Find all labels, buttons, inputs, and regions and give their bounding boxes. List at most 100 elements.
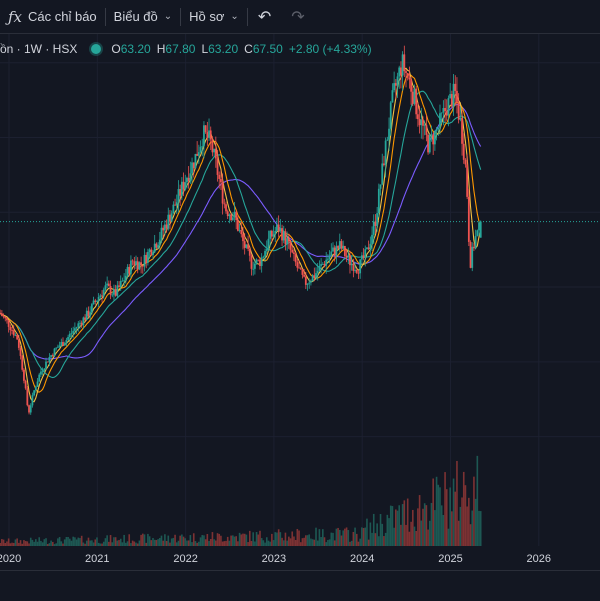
candle-body — [350, 263, 353, 266]
bottom-panel — [0, 570, 600, 601]
volume-bar — [153, 539, 156, 546]
volume-bar — [68, 538, 71, 546]
price-chart[interactable] — [0, 34, 600, 548]
candle-body — [464, 159, 467, 165]
volume-bar — [97, 542, 100, 546]
candle-body — [211, 139, 214, 153]
volume-bar — [313, 539, 316, 546]
volume-bar — [430, 502, 433, 546]
volume-bar — [366, 518, 368, 546]
redo-button[interactable]: ↷ — [281, 0, 314, 34]
volume-bar — [228, 540, 231, 546]
symbol-title[interactable]: ồn · 1W · HSX — [0, 42, 78, 56]
volume-bar — [80, 535, 83, 546]
volume-bar — [381, 523, 384, 546]
candle-body — [405, 71, 407, 74]
candle-body — [75, 327, 78, 329]
volume-bar — [361, 527, 363, 546]
candle-body — [107, 283, 110, 286]
volume-bar — [201, 535, 204, 546]
candle-body — [213, 148, 216, 153]
volume-bar — [116, 540, 119, 546]
candle-body — [2, 315, 5, 317]
candle-body — [63, 343, 66, 346]
volume-bar — [362, 528, 365, 546]
candle-body — [197, 152, 200, 156]
candle-body — [321, 263, 324, 265]
volume-bar — [148, 536, 151, 546]
candle-body — [432, 134, 435, 145]
candle-body — [150, 249, 153, 255]
candle-body — [325, 259, 328, 266]
volume-bar — [82, 542, 85, 546]
candle-body — [366, 247, 368, 250]
candle-body — [228, 214, 231, 217]
volume-bar — [0, 542, 1, 546]
candle-body — [6, 318, 8, 321]
profile-label: Hồ sơ — [189, 9, 225, 24]
candle-body — [29, 405, 32, 413]
volume-bar — [260, 538, 263, 546]
volume-bar — [157, 539, 159, 546]
volume-bar — [259, 530, 261, 546]
volume-bar — [415, 530, 417, 546]
candle-body — [223, 203, 226, 205]
volume-bar — [422, 508, 424, 546]
profile-menu[interactable]: Hồ sơ ⌄ — [181, 0, 247, 34]
candle-body — [287, 238, 290, 242]
volume-bar — [77, 537, 80, 546]
candle-body — [376, 213, 379, 226]
indicators-button[interactable]: ƒx Các chỉ báo — [0, 0, 105, 34]
candle-body — [235, 211, 238, 221]
candle-body — [473, 246, 475, 249]
candle-body — [148, 249, 151, 252]
candle-body — [259, 259, 261, 267]
candle-body — [87, 310, 90, 317]
candle-body — [174, 204, 176, 206]
candle-body — [265, 249, 268, 252]
volume-bar — [444, 472, 446, 546]
candle-body — [362, 255, 365, 259]
candle-body — [216, 158, 219, 175]
candle-body — [437, 127, 440, 130]
volume-bar — [192, 533, 195, 546]
candle-body — [439, 113, 441, 128]
candle-body — [274, 230, 277, 235]
volume-bar — [464, 485, 467, 546]
volume-bar — [403, 500, 406, 546]
volume-bar — [371, 532, 373, 546]
volume-bar — [386, 514, 389, 546]
candle-body — [145, 254, 148, 263]
volume-bar — [121, 542, 124, 546]
volume-bar — [26, 541, 29, 546]
candle-body — [21, 355, 24, 370]
candle-body — [0, 313, 2, 315]
volume-bar — [138, 540, 141, 546]
candle-body — [257, 259, 260, 261]
candle-body — [400, 67, 402, 76]
volume-bar — [184, 538, 187, 546]
candle-body — [252, 268, 255, 270]
toolbar-divider — [180, 7, 182, 26]
volume-bar — [332, 532, 334, 546]
volume-bar — [349, 541, 351, 546]
candle-body — [221, 182, 224, 204]
volume-bar — [425, 505, 428, 546]
candle-body — [12, 330, 15, 336]
volume-bar — [354, 527, 356, 546]
volume-bar — [277, 529, 280, 546]
volume-bar — [177, 540, 180, 546]
chart-type-label: Biểu đồ — [113, 9, 158, 24]
candle-body — [72, 330, 75, 334]
candle-body — [153, 243, 156, 253]
volume-bar — [91, 540, 93, 546]
candle-body — [384, 140, 387, 166]
candle-body — [199, 146, 202, 153]
undo-button[interactable]: ↶ — [248, 0, 281, 34]
candle-body — [293, 252, 295, 254]
chart-type-menu[interactable]: Biểu đồ ⌄ — [106, 0, 180, 34]
volume-bar — [79, 538, 81, 546]
volume-bar — [128, 534, 131, 546]
candle-body — [469, 241, 472, 268]
